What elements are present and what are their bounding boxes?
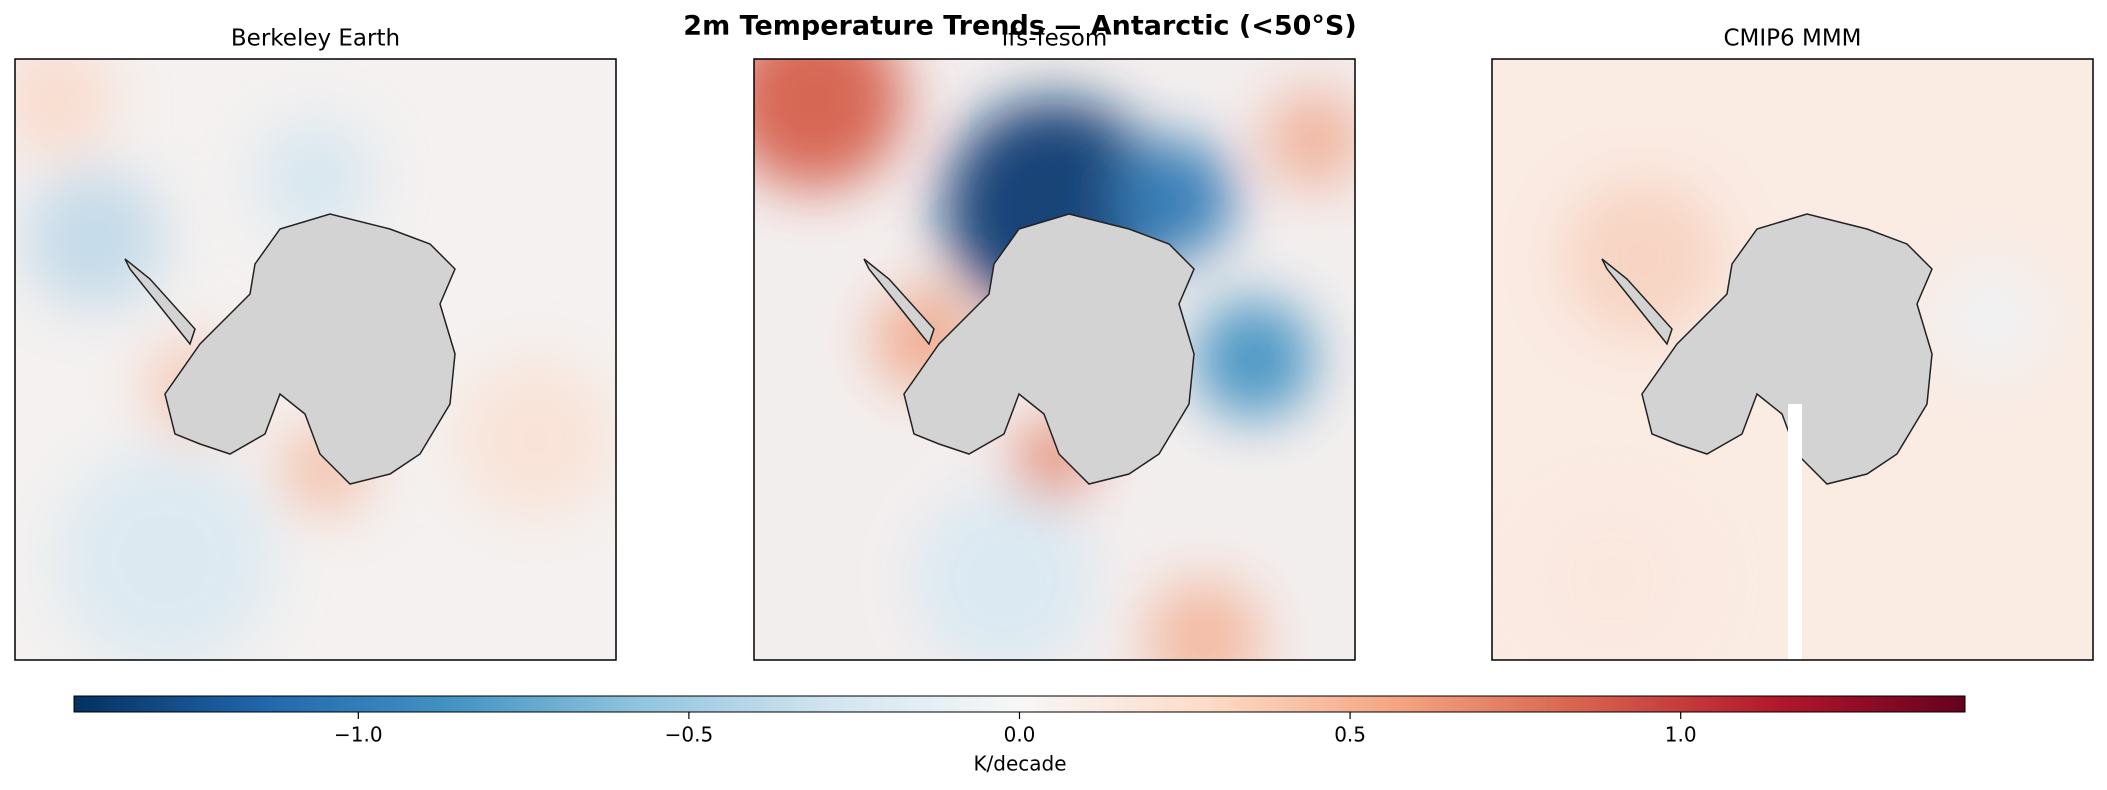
- panel-title: CMIP6 MMM: [1723, 26, 1861, 52]
- panel-title: ifs-fesom: [1002, 26, 1107, 52]
- map-panel: [1491, 58, 2094, 661]
- tick-label: −0.5: [665, 723, 714, 747]
- colorbar-label: K/decade: [973, 752, 1066, 776]
- colorbar: [73, 695, 1966, 713]
- tick-label: 0.5: [1334, 723, 1366, 747]
- tick-label: 1.0: [1665, 723, 1697, 747]
- map-panel: [753, 58, 1356, 661]
- figure-title: 2m Temperature Trends — Antarctic (<50°S…: [683, 11, 1356, 42]
- tick-label: 0.0: [1004, 723, 1036, 747]
- panel-title: Berkeley Earth: [231, 26, 400, 52]
- tick-label: −1.0: [334, 723, 383, 747]
- map-panel: [14, 58, 617, 661]
